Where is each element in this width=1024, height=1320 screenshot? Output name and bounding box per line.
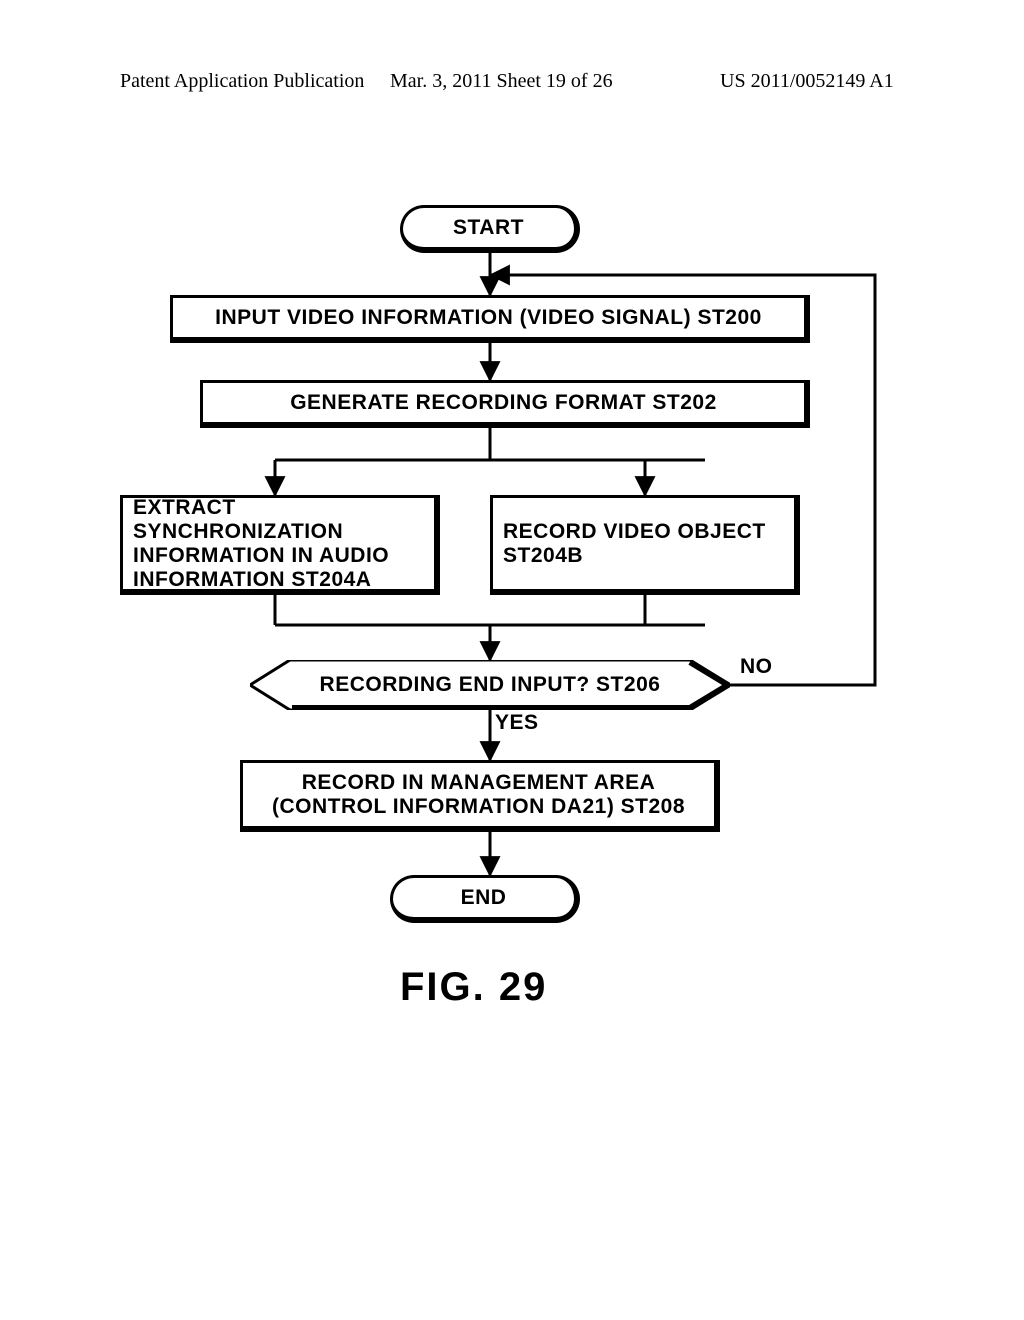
node-st208-label: RECORD IN MANAGEMENT AREA (CONTROL INFOR… [253, 771, 704, 819]
node-st204a-label: EXTRACT SYNCHRONIZATION INFORMATION IN A… [133, 496, 424, 592]
node-st200: INPUT VIDEO INFORMATION (VIDEO SIGNAL) S… [170, 295, 810, 343]
node-st208: RECORD IN MANAGEMENT AREA (CONTROL INFOR… [240, 760, 720, 832]
node-st202: GENERATE RECORDING FORMAT ST202 [200, 380, 810, 428]
node-st206: RECORDING END INPUT? ST206 [250, 660, 730, 710]
header-publication: Patent Application Publication [120, 70, 364, 93]
node-st204a: EXTRACT SYNCHRONIZATION INFORMATION IN A… [120, 495, 440, 595]
edge-label-yes: YES [495, 711, 539, 735]
node-st202-label: GENERATE RECORDING FORMAT ST202 [290, 391, 717, 415]
header-pubnumber: US 2011/0052149 A1 [720, 70, 894, 93]
node-start-label: START [453, 216, 524, 240]
node-st206-label: RECORDING END INPUT? ST206 [320, 673, 661, 696]
node-st204b: RECORD VIDEO OBJECT ST204B [490, 495, 800, 595]
node-end: END [390, 875, 580, 923]
header-date-sheet: Mar. 3, 2011 Sheet 19 of 26 [390, 70, 613, 93]
figure-label: FIG. 29 [400, 965, 547, 1010]
node-end-label: END [461, 886, 507, 910]
node-st200-label: INPUT VIDEO INFORMATION (VIDEO SIGNAL) S… [215, 306, 762, 330]
node-start: START [400, 205, 580, 253]
node-st204b-label: RECORD VIDEO OBJECT ST204B [503, 520, 784, 568]
edge-label-no: NO [740, 655, 773, 679]
